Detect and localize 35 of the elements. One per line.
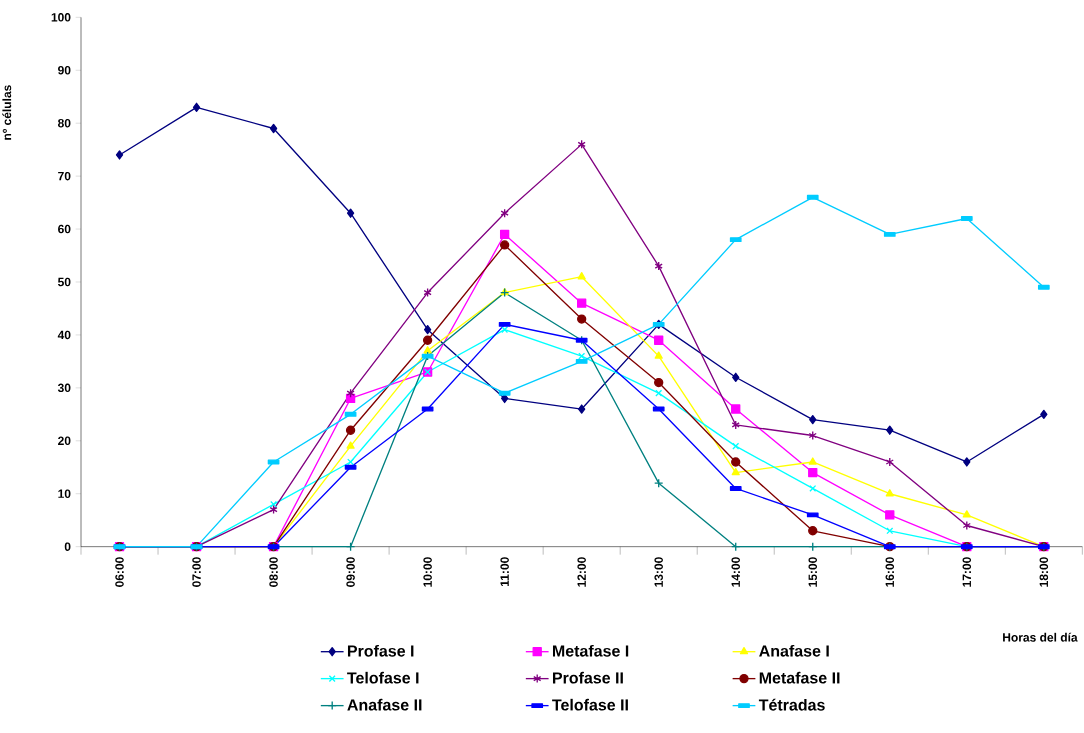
y-tick-label: 100	[51, 12, 71, 22]
legend-label: Anafase II	[347, 698, 422, 711]
x-tick-label: 08:00	[269, 557, 278, 587]
y-tick-label: 0	[64, 542, 71, 551]
x-tick-label: 12:00	[577, 557, 586, 587]
legend-label: Telofase II	[552, 698, 628, 711]
x-tick-label: 06:00	[115, 557, 124, 587]
y-tick-label: 10	[58, 489, 71, 498]
y-tick-label: 70	[58, 171, 71, 181]
y-axis-title: nº células	[2, 85, 12, 140]
legend-label: Metafase II	[759, 671, 840, 684]
legend-label: Metafase I	[552, 644, 629, 657]
x-tick-label: 16:00	[885, 557, 895, 587]
x-tick-label: 13:00	[654, 557, 663, 587]
x-tick-label: 07:00	[192, 557, 201, 587]
legend-label: Profase I	[347, 644, 414, 657]
x-tick-label: 18:00	[1039, 557, 1049, 587]
y-tick-label: 20	[58, 436, 71, 445]
x-tick-label: 14:00	[731, 557, 740, 587]
y-tick-label: 90	[58, 65, 71, 75]
x-tick-label: 09:00	[346, 557, 355, 587]
y-tick-label: 80	[57, 118, 71, 128]
legend-label: Anafase I	[759, 644, 829, 657]
x-tick-label: 15:00	[808, 557, 818, 587]
y-tick-label: 40	[57, 330, 71, 340]
x-axis-title: Horas del día	[1003, 632, 1078, 642]
x-tick-label: 11:00	[500, 557, 509, 586]
x-tick-label: 17:00	[962, 557, 972, 587]
y-tick-label: 50	[57, 277, 71, 287]
legend-label: Tétradas	[758, 698, 825, 711]
legend-label: Profase II	[552, 671, 623, 684]
legend-label: Telofase I	[347, 671, 419, 684]
x-tick-label: 10:00	[423, 557, 432, 587]
y-tick-label: 30	[57, 383, 71, 392]
y-tick-label: 60	[58, 224, 71, 234]
